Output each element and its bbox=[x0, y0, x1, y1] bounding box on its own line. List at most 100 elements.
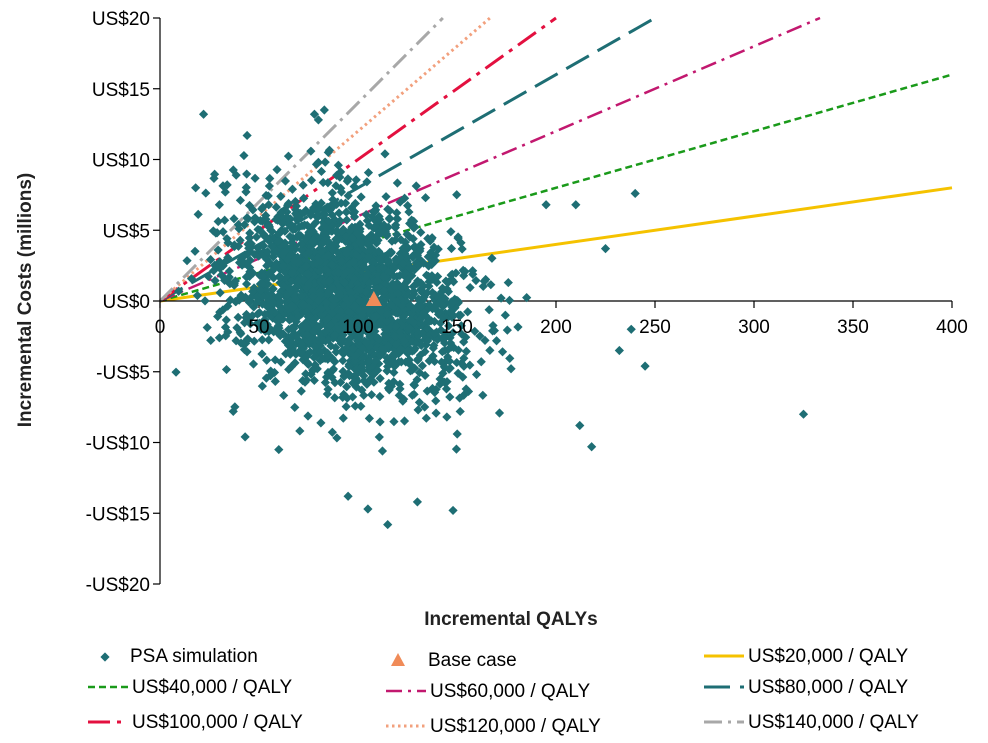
psa-point bbox=[428, 343, 438, 353]
psa-point bbox=[318, 177, 328, 188]
psa-point bbox=[326, 341, 336, 351]
psa-point bbox=[290, 358, 300, 368]
psa-point bbox=[315, 347, 326, 357]
psa-point bbox=[338, 330, 348, 340]
legend-item-6: US$80,000 / QALY bbox=[704, 677, 909, 698]
psa-point bbox=[414, 260, 424, 271]
psa-point bbox=[438, 292, 448, 302]
psa-point bbox=[430, 250, 441, 260]
psa-point bbox=[368, 349, 378, 359]
psa-point bbox=[287, 221, 297, 231]
psa-point bbox=[327, 259, 337, 269]
psa-point bbox=[308, 286, 318, 296]
psa-point bbox=[373, 365, 383, 375]
psa-point bbox=[362, 379, 372, 389]
psa-point bbox=[323, 384, 333, 394]
psa-point bbox=[328, 284, 338, 294]
psa-point bbox=[630, 188, 640, 199]
psa-point bbox=[335, 377, 346, 387]
psa-point bbox=[393, 308, 403, 318]
psa-point bbox=[355, 305, 365, 315]
psa-point bbox=[236, 338, 246, 348]
psa-point bbox=[264, 258, 274, 269]
psa-point bbox=[408, 234, 418, 244]
psa-point bbox=[378, 262, 388, 272]
psa-point bbox=[304, 247, 314, 258]
psa-point bbox=[407, 292, 417, 302]
psa-point bbox=[264, 299, 274, 309]
psa-point bbox=[313, 157, 323, 167]
psa-point bbox=[334, 288, 344, 298]
psa-point bbox=[315, 355, 325, 366]
psa-point bbox=[409, 286, 419, 297]
psa-simulation-cloud bbox=[171, 105, 809, 530]
psa-point bbox=[352, 376, 363, 386]
psa-point bbox=[267, 266, 277, 276]
psa-point bbox=[500, 310, 510, 320]
psa-point bbox=[357, 338, 367, 349]
psa-point bbox=[323, 178, 333, 188]
psa-point bbox=[368, 207, 379, 217]
psa-point bbox=[271, 202, 281, 212]
psa-point bbox=[344, 243, 354, 253]
psa-point bbox=[361, 324, 371, 334]
psa-point bbox=[316, 239, 326, 249]
psa-point bbox=[404, 207, 414, 217]
psa-point bbox=[337, 226, 347, 237]
psa-point bbox=[425, 316, 435, 326]
psa-point bbox=[478, 390, 488, 400]
psa-point bbox=[454, 310, 464, 320]
psa-point bbox=[420, 193, 431, 203]
psa-point bbox=[258, 202, 268, 212]
psa-point bbox=[273, 237, 283, 247]
psa-point bbox=[423, 233, 433, 244]
psa-point bbox=[202, 322, 212, 333]
psa-point bbox=[242, 279, 252, 289]
psa-point bbox=[416, 278, 426, 288]
psa-point bbox=[424, 261, 434, 271]
psa-point bbox=[338, 413, 348, 423]
psa-point bbox=[327, 372, 337, 382]
psa-point bbox=[455, 406, 465, 417]
psa-point bbox=[429, 356, 440, 367]
psa-point bbox=[230, 296, 241, 307]
psa-point bbox=[416, 313, 427, 323]
psa-point bbox=[413, 405, 423, 415]
psa-point bbox=[210, 276, 220, 286]
psa-point bbox=[364, 220, 374, 231]
psa-point bbox=[320, 210, 330, 220]
psa-point bbox=[361, 337, 372, 348]
psa-point bbox=[506, 364, 516, 374]
psa-point bbox=[231, 170, 241, 180]
psa-point bbox=[408, 252, 418, 262]
psa-point bbox=[376, 222, 386, 232]
psa-point bbox=[248, 359, 259, 369]
psa-point bbox=[417, 328, 428, 338]
psa-point bbox=[233, 312, 243, 322]
psa-point bbox=[351, 250, 361, 260]
psa-point bbox=[375, 391, 385, 402]
psa-point bbox=[443, 352, 453, 362]
psa-point bbox=[321, 372, 332, 382]
psa-point bbox=[383, 519, 393, 530]
y-tick-label: -US$5 bbox=[96, 363, 150, 384]
psa-point bbox=[295, 426, 305, 436]
psa-point bbox=[282, 207, 292, 217]
psa-point bbox=[332, 433, 342, 443]
base-case-layer bbox=[365, 291, 382, 306]
psa-point bbox=[316, 418, 326, 428]
psa-point bbox=[416, 239, 426, 250]
psa-point bbox=[271, 258, 282, 268]
psa-point bbox=[313, 296, 323, 306]
psa-point bbox=[315, 256, 325, 266]
psa-point bbox=[348, 343, 358, 354]
psa-point bbox=[349, 181, 359, 192]
psa-point bbox=[331, 199, 342, 210]
psa-point bbox=[363, 504, 373, 514]
psa-point bbox=[308, 252, 318, 262]
psa-point bbox=[240, 432, 250, 442]
psa-point bbox=[465, 282, 475, 293]
psa-point bbox=[394, 390, 404, 400]
psa-point bbox=[463, 386, 474, 397]
psa-point bbox=[311, 217, 321, 228]
